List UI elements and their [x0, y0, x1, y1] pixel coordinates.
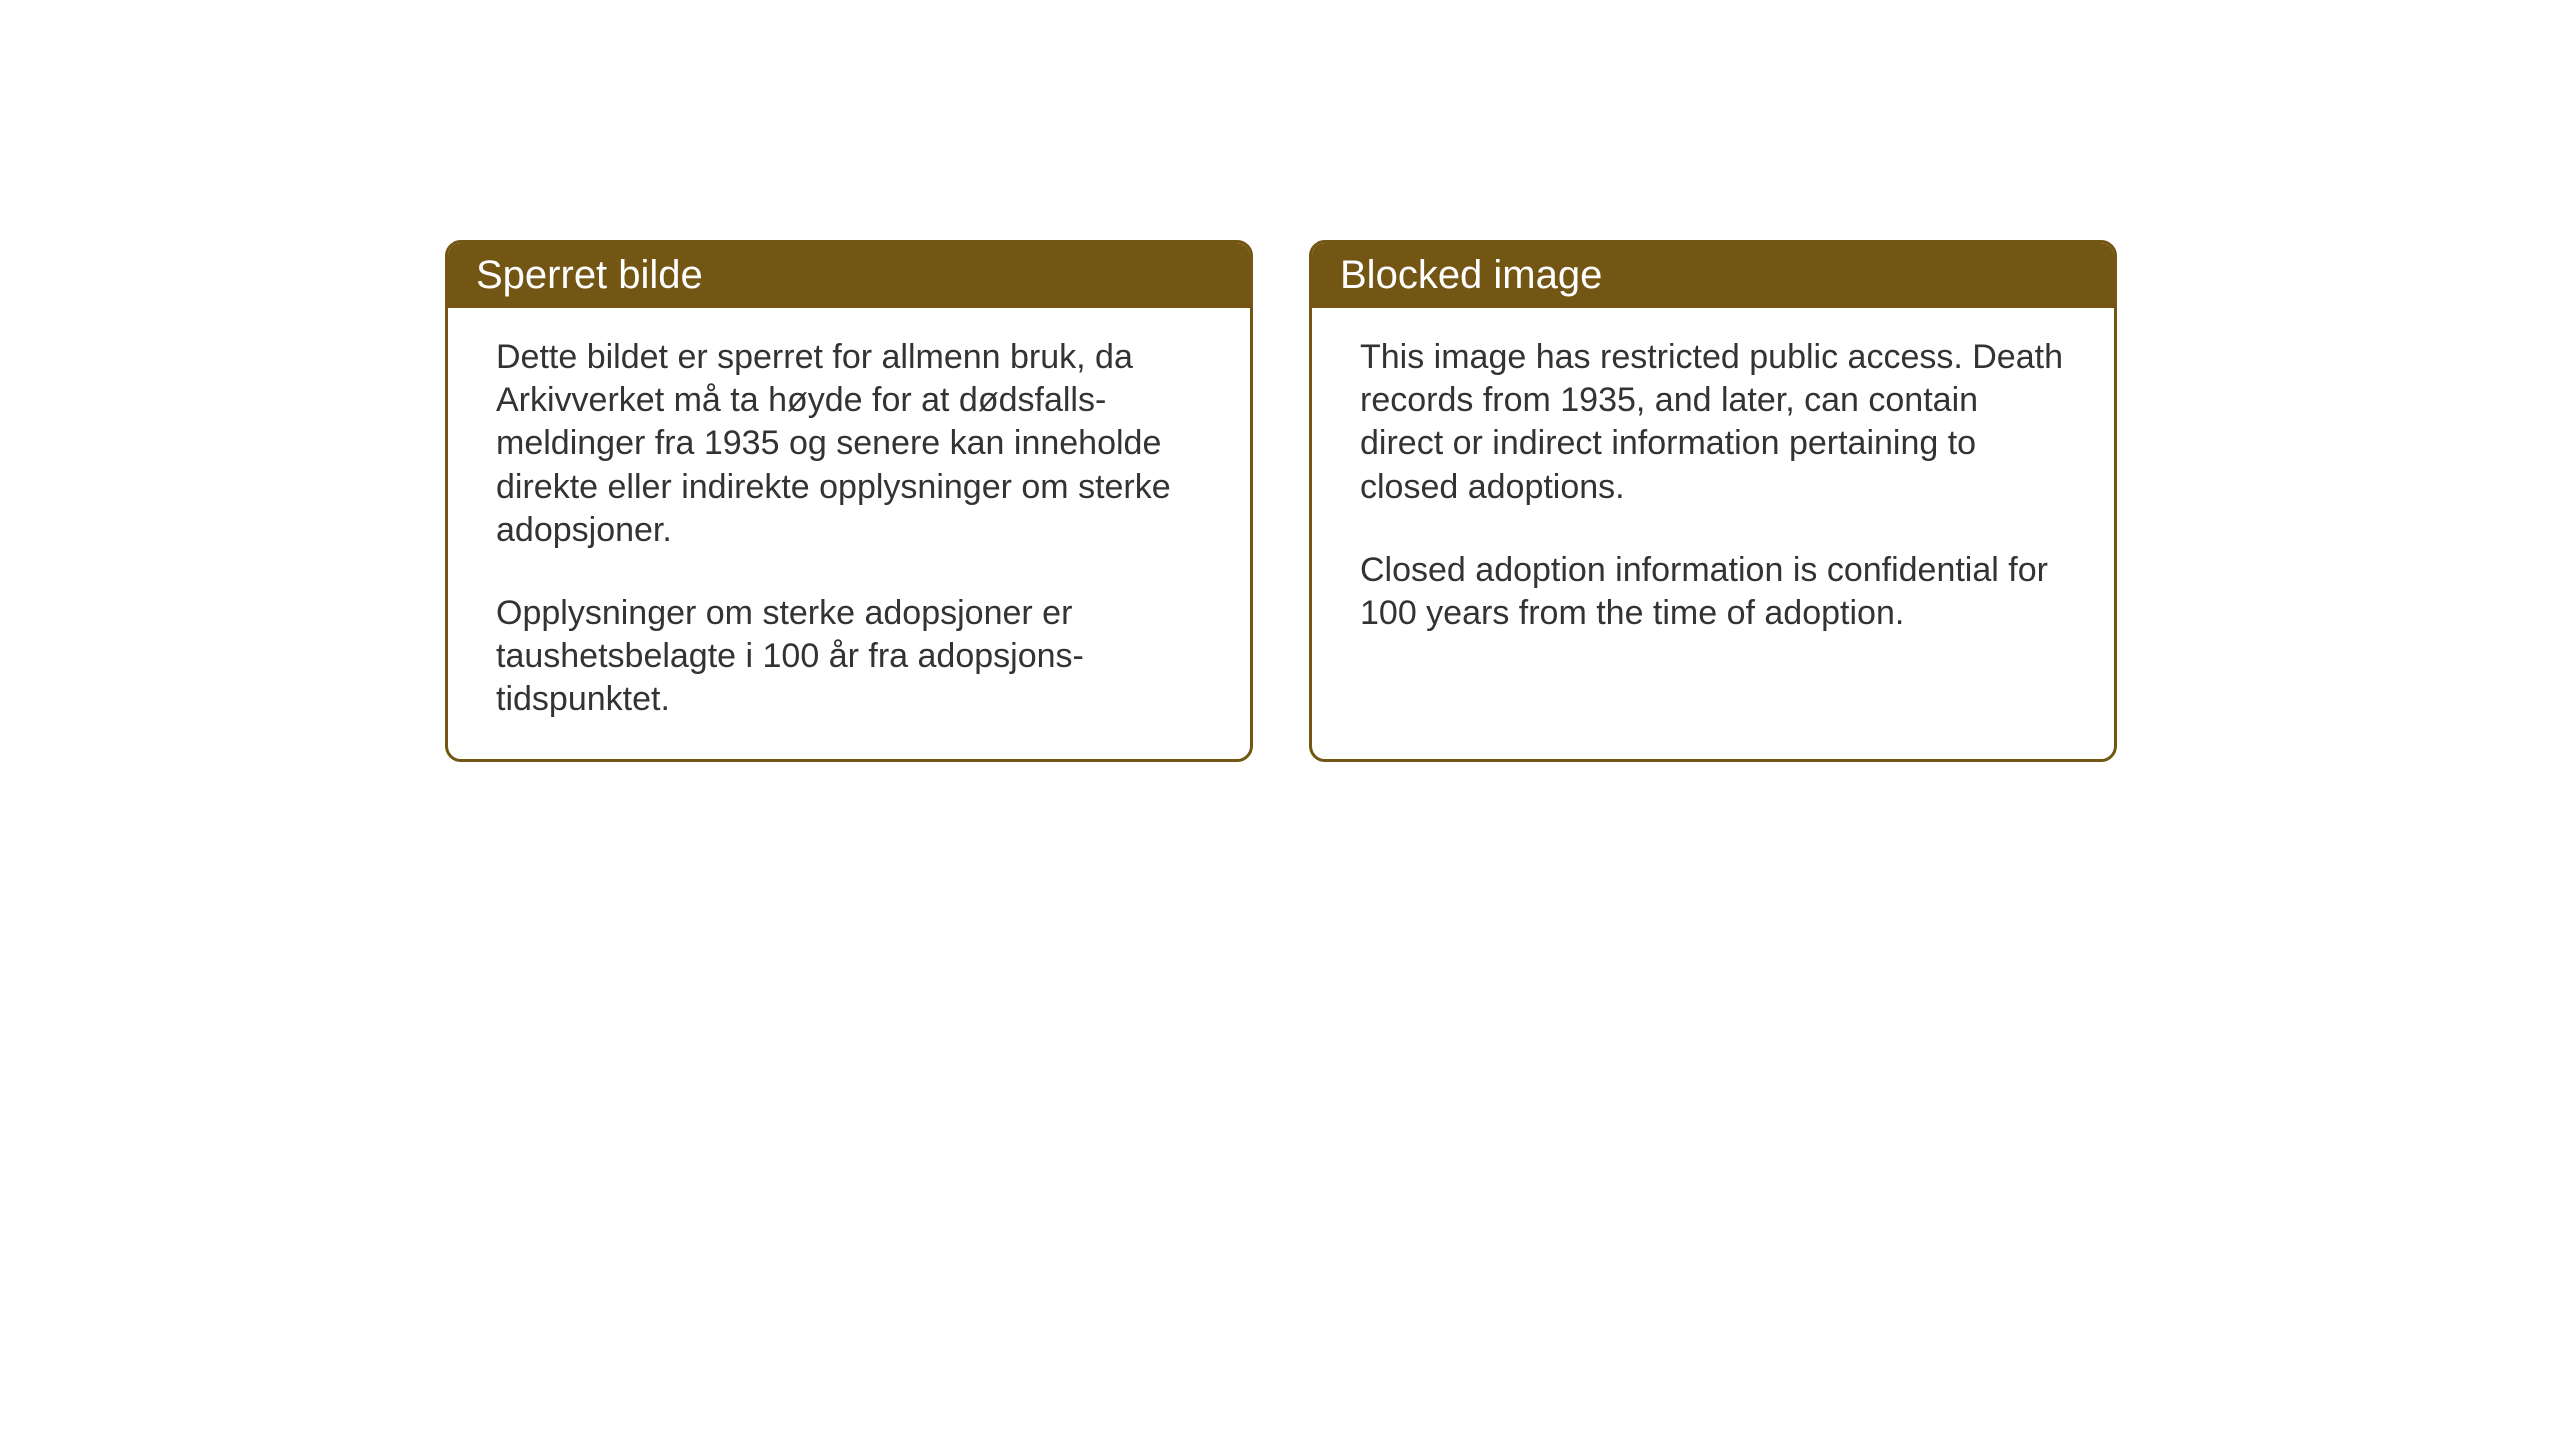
english-card-body: This image has restricted public access.…	[1312, 308, 2114, 673]
norwegian-paragraph-1: Dette bildet er sperret for allmenn bruk…	[496, 336, 1202, 552]
english-card-header: Blocked image	[1312, 243, 2114, 308]
norwegian-card-header: Sperret bilde	[448, 243, 1250, 308]
english-paragraph-1: This image has restricted public access.…	[1360, 336, 2066, 509]
cards-container: Sperret bilde Dette bildet er sperret fo…	[445, 240, 2117, 762]
english-card-title: Blocked image	[1340, 253, 1602, 297]
norwegian-paragraph-2: Opplysninger om sterke adopsjoner er tau…	[496, 592, 1202, 722]
english-paragraph-2: Closed adoption information is confident…	[1360, 549, 2066, 635]
english-card: Blocked image This image has restricted …	[1309, 240, 2117, 762]
norwegian-card: Sperret bilde Dette bildet er sperret fo…	[445, 240, 1253, 762]
norwegian-card-title: Sperret bilde	[476, 253, 703, 297]
norwegian-card-body: Dette bildet er sperret for allmenn bruk…	[448, 308, 1250, 759]
